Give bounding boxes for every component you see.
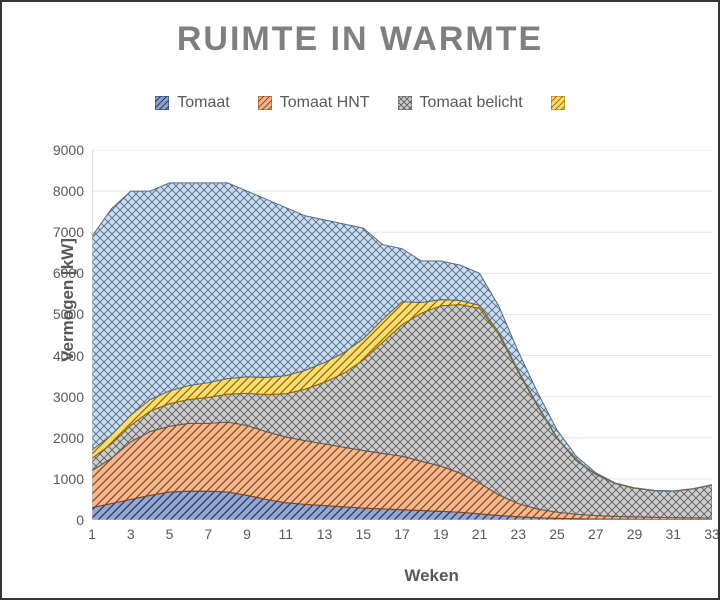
legend-label: Tomaat HNT: [280, 94, 370, 112]
legend: Tomaat Tomaat HNT Tomaat belicht: [2, 94, 718, 112]
y-tick: 4000: [53, 348, 92, 364]
y-tick: 7000: [53, 224, 92, 240]
x-tick: 1: [88, 520, 96, 542]
x-tick: 17: [394, 520, 410, 542]
legend-swatch-icon: [155, 96, 169, 110]
x-tick: 7: [204, 520, 212, 542]
legend-item-tomaat: Tomaat: [155, 94, 229, 112]
x-tick: 21: [472, 520, 488, 542]
y-tick: 2000: [53, 430, 92, 446]
y-tick: 5000: [53, 306, 92, 322]
legend-swatch-icon: [258, 96, 272, 110]
legend-label: Tomaat belicht: [420, 94, 523, 112]
x-axis-label: Weken: [404, 566, 459, 586]
x-tick: 15: [355, 520, 371, 542]
x-tick: 29: [627, 520, 643, 542]
x-tick: 9: [243, 520, 251, 542]
x-tick: 19: [433, 520, 449, 542]
legend-item-series-4: [551, 94, 565, 112]
legend-label: Tomaat: [177, 94, 229, 112]
y-axis-label: Vermogen [kW]: [58, 238, 78, 362]
x-tick: 3: [127, 520, 135, 542]
x-tick: 25: [549, 520, 565, 542]
chart-title: RUIMTE IN WARMTE: [2, 20, 718, 59]
legend-item-tomaat-hnt: Tomaat HNT: [258, 94, 370, 112]
y-tick: 8000: [53, 183, 92, 199]
y-tick: 3000: [53, 389, 92, 405]
plot-area: 0100020003000400050006000700080009000135…: [92, 150, 712, 520]
legend-item-tomaat-belicht: Tomaat belicht: [398, 94, 523, 112]
legend-swatch-icon: [551, 96, 565, 110]
x-tick: 11: [278, 520, 293, 542]
x-tick: 5: [166, 520, 174, 542]
plot-svg: [92, 150, 712, 520]
y-tick: 9000: [53, 142, 92, 158]
chart-frame: RUIMTE IN WARMTE Tomaat Tomaat HNT Tomaat …: [0, 0, 720, 600]
y-tick: 6000: [53, 265, 92, 281]
x-tick: 31: [665, 520, 681, 542]
x-tick: 23: [510, 520, 526, 542]
y-tick: 1000: [53, 471, 92, 487]
legend-swatch-icon: [398, 96, 412, 110]
x-tick: 33: [704, 520, 720, 542]
x-tick: 13: [317, 520, 333, 542]
x-tick: 27: [588, 520, 604, 542]
